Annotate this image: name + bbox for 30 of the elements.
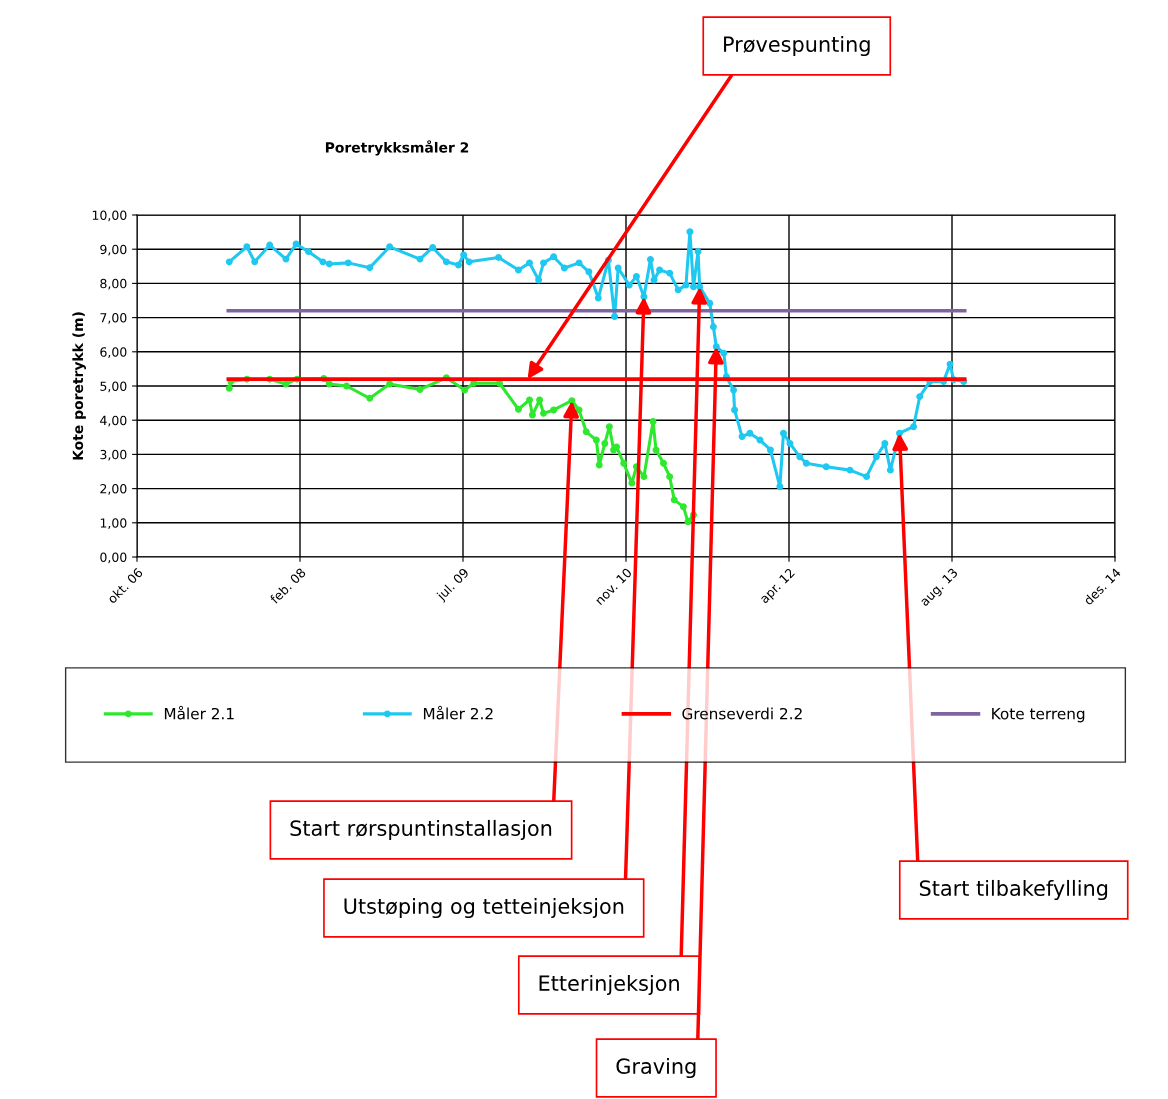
annotation: Utstøping og tetteinjeksjon	[344, 897, 624, 919]
legend-label: Måler 2.1	[164, 705, 234, 720]
annotation: Etterinjeksjon	[539, 974, 679, 996]
legend-label: Grenseverdi 2.2	[682, 707, 802, 720]
y-tick-label: 2,00	[100, 484, 127, 495]
y-tick-label: 9,00	[100, 244, 127, 256]
y-tick-label: 5,00	[100, 381, 127, 393]
y-tick-label: 1,00	[100, 518, 127, 529]
y-tick-label: 10,00	[92, 210, 127, 222]
x-tick-label: aug. 13	[919, 567, 960, 609]
legend-label: Kote terreng	[992, 708, 1085, 723]
y-axis-title: Kote poretrykk (m)	[72, 312, 86, 460]
y-tick-label: 0,00	[100, 552, 127, 564]
annotation: Prøvespunting	[724, 35, 870, 57]
y-tick-label: 7,00	[100, 313, 127, 324]
legend-label: Måler 2.2	[423, 705, 493, 720]
annotation: Graving	[616, 1057, 696, 1079]
y-tick-label: 4,00	[100, 415, 127, 427]
y-tick-label: 8,00	[100, 278, 127, 290]
x-tick-label: feb. 08	[269, 567, 307, 605]
annotation: Start tilbakefylling	[919, 879, 1108, 901]
chart-title: Poretrykksmåler 2	[325, 140, 469, 156]
annotation: Start rørspuntinstallasjon	[290, 819, 552, 841]
x-tick-label: jul. 09	[435, 567, 471, 603]
y-tick-label: 6,00	[100, 347, 127, 358]
x-tick-label: nov. 10	[594, 567, 633, 606]
x-tick-label: apr. 12	[758, 567, 797, 606]
x-tick-label: okt. 06	[106, 567, 144, 604]
x-tick-label: des. 14	[1082, 567, 1122, 606]
y-tick-label: 3,00	[100, 449, 127, 461]
